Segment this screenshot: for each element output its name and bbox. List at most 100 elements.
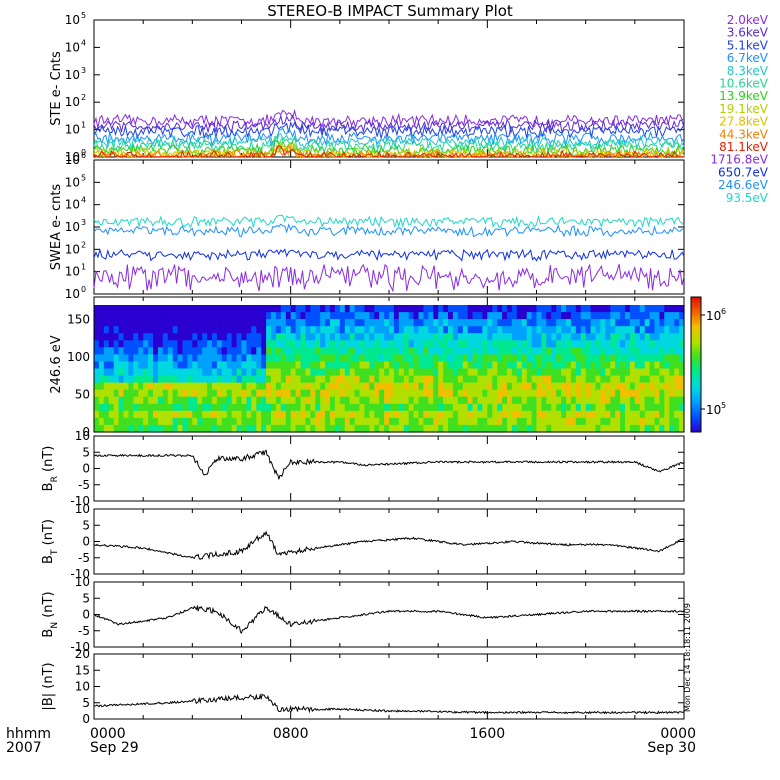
heatmap-cell bbox=[679, 319, 685, 327]
heatmap-cell bbox=[98, 361, 105, 370]
heatmap-cell bbox=[369, 417, 375, 426]
heatmap-cell bbox=[580, 368, 587, 377]
heatmap-cell bbox=[320, 319, 326, 327]
heatmap-cell bbox=[94, 319, 100, 327]
heatmap-cell bbox=[398, 326, 405, 334]
heatmap-cell bbox=[202, 312, 208, 320]
heatmap-cell bbox=[654, 424, 660, 433]
y-tick-label: 10 bbox=[65, 198, 80, 212]
heatmap-cell bbox=[192, 389, 198, 398]
heatmap-cell bbox=[541, 417, 547, 426]
heatmap-cell bbox=[393, 424, 400, 433]
heatmap-cell bbox=[433, 312, 439, 320]
heatmap-cell bbox=[502, 410, 508, 419]
heatmap-cell bbox=[108, 340, 115, 348]
heatmap-cell bbox=[497, 312, 503, 320]
heatmap-cell bbox=[620, 368, 626, 377]
heatmap-cell bbox=[580, 403, 587, 412]
heatmap-cell bbox=[300, 326, 306, 334]
heatmap-cell bbox=[457, 312, 464, 320]
heatmap-cell bbox=[536, 333, 542, 341]
heatmap-cell bbox=[148, 319, 154, 327]
heatmap-cell bbox=[620, 382, 626, 391]
heatmap-cell bbox=[123, 410, 129, 419]
heatmap-cell bbox=[482, 410, 488, 419]
heatmap-cell bbox=[113, 410, 120, 419]
heatmap-cell bbox=[344, 382, 351, 391]
heatmap-cell bbox=[280, 403, 287, 412]
heatmap-cell bbox=[634, 305, 641, 313]
heatmap-cell bbox=[300, 347, 306, 355]
heatmap-cell bbox=[339, 326, 346, 334]
heatmap-cell bbox=[590, 354, 597, 363]
heatmap-cell bbox=[172, 396, 179, 405]
heatmap-cell bbox=[654, 389, 660, 398]
heatmap-cell bbox=[600, 333, 606, 341]
heatmap-cell bbox=[349, 333, 356, 341]
heatmap-cell bbox=[448, 424, 454, 433]
heatmap-cell bbox=[133, 410, 139, 419]
heatmap-cell bbox=[192, 403, 198, 412]
heatmap-cell bbox=[339, 417, 346, 426]
heatmap-cell bbox=[507, 312, 513, 320]
heatmap-cell bbox=[133, 319, 139, 327]
heatmap-cell bbox=[354, 340, 361, 348]
heatmap-cell bbox=[590, 403, 597, 412]
heatmap-cell bbox=[325, 326, 331, 334]
legend-entry: 1716.8eV bbox=[710, 153, 768, 167]
heatmap-cell bbox=[98, 347, 105, 355]
heatmap-cell bbox=[98, 312, 105, 320]
heatmap-cell bbox=[433, 375, 439, 384]
heatmap-cell bbox=[330, 368, 336, 377]
heatmap-cell bbox=[644, 403, 651, 412]
heatmap-cell bbox=[541, 368, 547, 377]
heatmap-cell bbox=[674, 361, 680, 370]
heatmap-cell bbox=[212, 312, 218, 320]
heatmap-cell bbox=[202, 375, 208, 384]
heatmap-cell bbox=[325, 417, 331, 426]
heatmap-cell bbox=[669, 389, 675, 398]
heatmap-cell bbox=[551, 410, 557, 419]
heatmap-cell bbox=[359, 333, 365, 341]
heatmap-cell bbox=[379, 312, 385, 320]
heatmap-cell bbox=[103, 424, 110, 433]
heatmap-cell bbox=[389, 424, 395, 433]
heatmap-cell bbox=[477, 319, 483, 327]
heatmap-cell bbox=[403, 389, 410, 398]
heatmap-cell bbox=[502, 417, 508, 426]
heatmap-cell bbox=[128, 333, 134, 341]
heatmap-cell bbox=[290, 396, 297, 405]
heatmap-cell bbox=[674, 312, 680, 320]
date-stamp: Mon Dec 14 18:18:11 2009 bbox=[683, 603, 692, 712]
heatmap-cell bbox=[364, 382, 370, 391]
heatmap-cell bbox=[226, 312, 233, 320]
heatmap-cell bbox=[212, 354, 218, 363]
heatmap-cell bbox=[467, 424, 474, 433]
heatmap-cell bbox=[226, 417, 233, 426]
heatmap-cell bbox=[221, 410, 228, 419]
heatmap-cell bbox=[275, 340, 282, 348]
heatmap-cell bbox=[344, 347, 351, 355]
heatmap-cell bbox=[295, 347, 302, 355]
heatmap-cell bbox=[393, 333, 400, 341]
heatmap-cell bbox=[113, 389, 120, 398]
heatmap-cell bbox=[561, 396, 567, 405]
heatmap-cell bbox=[413, 312, 420, 320]
heatmap-cell bbox=[261, 305, 267, 313]
heatmap-cell bbox=[113, 347, 120, 355]
heatmap-cell bbox=[310, 312, 316, 320]
heatmap-cell bbox=[511, 375, 518, 384]
heatmap-cell bbox=[177, 312, 184, 320]
heatmap-cell bbox=[334, 340, 341, 348]
heatmap-cell bbox=[94, 340, 100, 348]
heatmap-cell bbox=[482, 417, 488, 426]
heatmap-cell bbox=[275, 305, 282, 313]
heatmap-cell bbox=[138, 326, 144, 334]
heatmap-cell bbox=[590, 375, 597, 384]
heatmap-cell bbox=[561, 312, 567, 320]
heatmap-cell bbox=[182, 410, 188, 419]
heatmap-cell bbox=[561, 375, 567, 384]
heatmap-cell bbox=[634, 410, 641, 419]
heatmap-cell bbox=[585, 375, 592, 384]
heatmap-cell bbox=[261, 361, 267, 370]
